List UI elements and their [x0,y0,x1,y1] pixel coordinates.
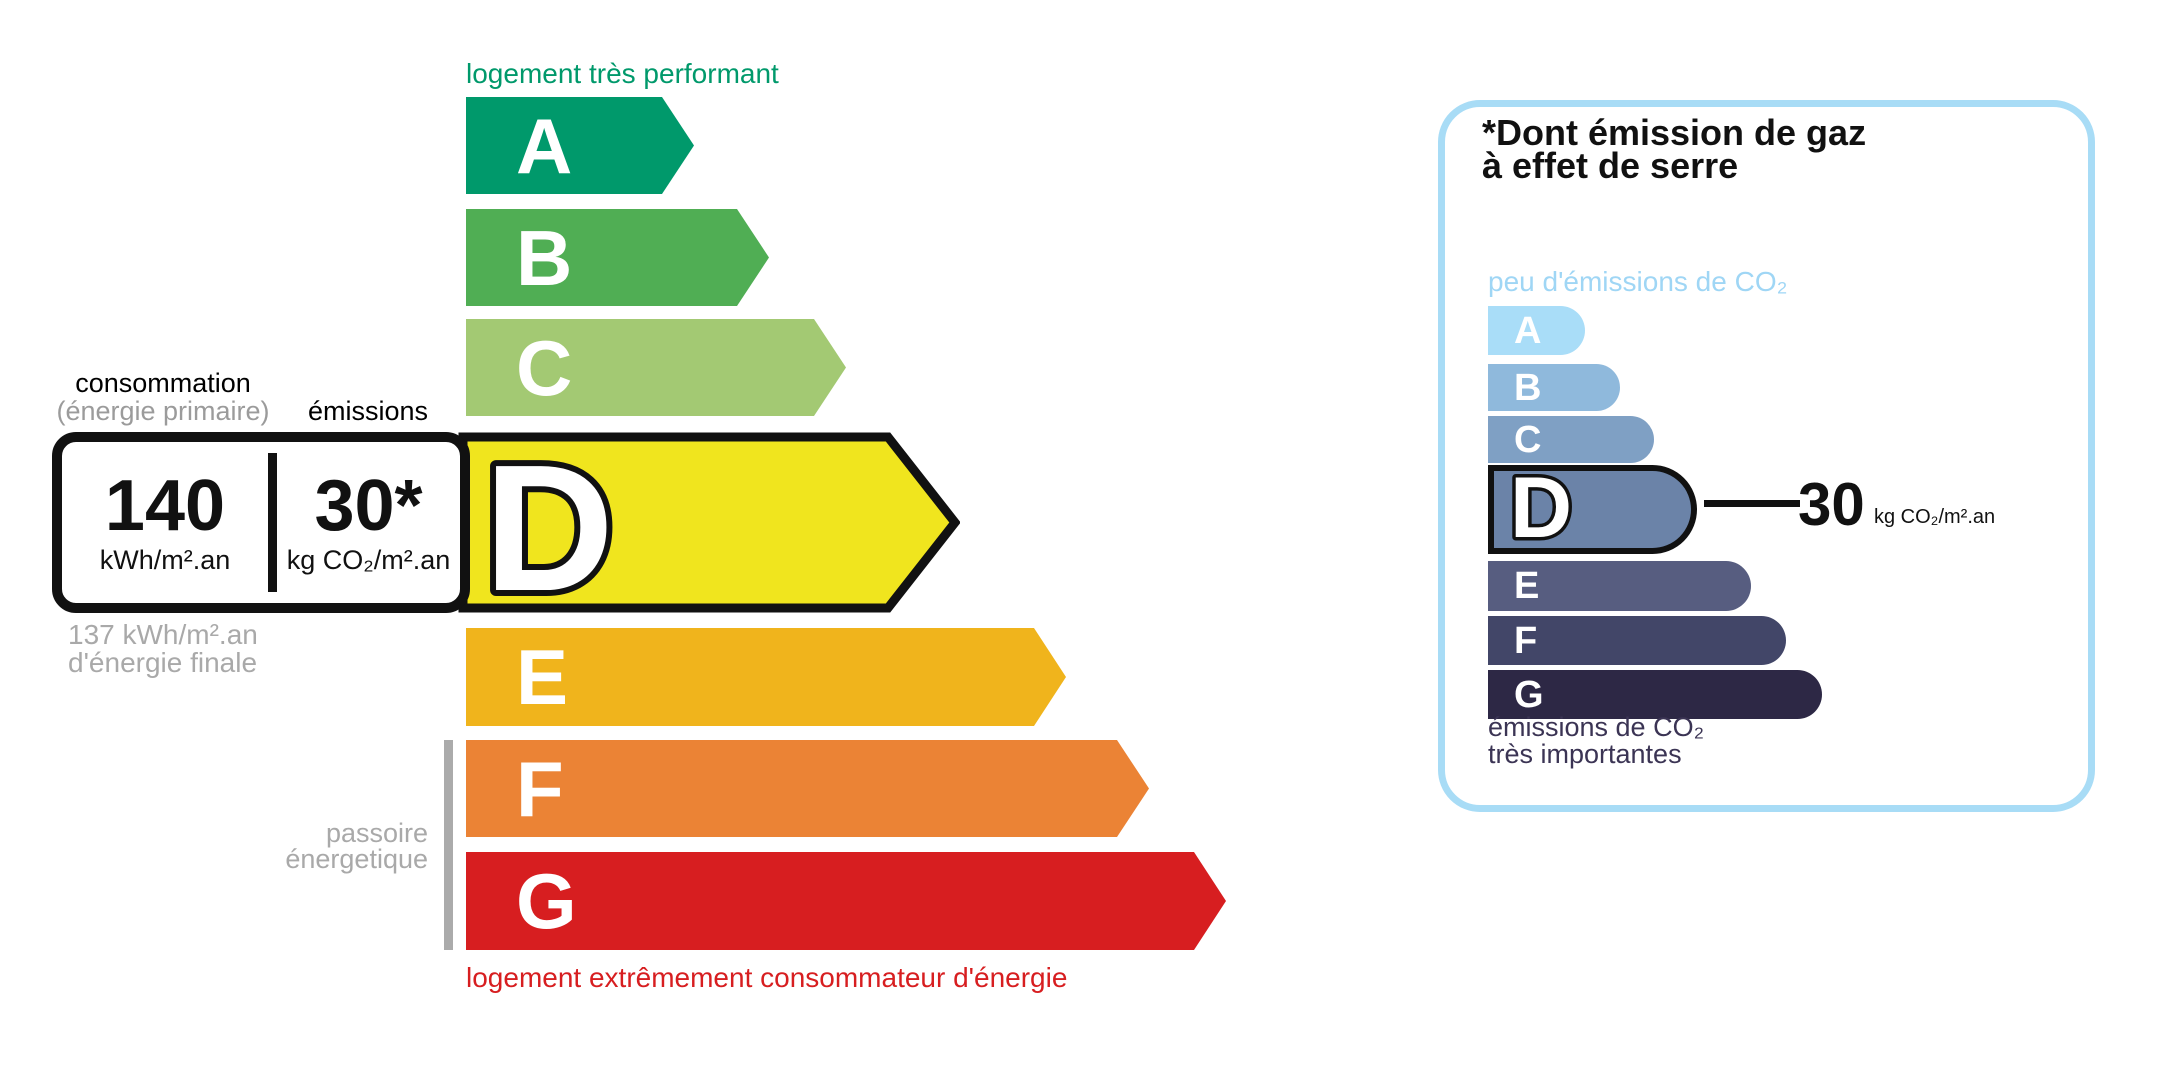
final-energy-line1: 137 kWh/m².an [68,619,258,650]
co2-class-row-a: A [1488,306,1585,355]
co2-cell: 30* kg CO₂/m².an [277,442,460,603]
co2-panel-title: *Dont émission de gaz à effet de serre [1482,112,1867,186]
co2-title-line1: *Dont émission de gaz [1482,112,1867,153]
co2-low-emissions-label: peu d'émissions de CO₂ [1488,266,1788,297]
co2-class-row-g: G [1488,670,1822,719]
energy-class-row-f: F [466,740,1149,837]
co2-class-letter: B [1514,366,1542,409]
energy-class-row-g: G [466,852,1226,950]
co2-class-row-c: C [1488,416,1654,463]
consumption-indicator-box: 140 kWh/m².an 30* kg CO₂/m².an [52,432,470,613]
consumption-label: consommation [75,368,251,398]
energy-value: 140 [104,465,226,546]
sieve-label-line2: énergetique [285,844,428,874]
emissions-header: émissions [307,396,429,426]
co2-class-row-d: D [1488,465,1697,554]
co2-unit: kg CO₂/m².an [286,544,451,575]
co2-value-unit: kg CO₂/m².an [1874,506,1996,528]
energy-class-letter: B [516,213,573,302]
energy-class-row-a: A [466,97,694,194]
energy-sieve-bracket [444,740,453,950]
energy-class-row-c: C [466,319,846,416]
consumption-header: consommation (énergie primaire) [33,369,293,425]
co2-high-line2: très importantes [1488,739,1682,769]
co2-class-letter: A [1514,309,1542,352]
energy-class-row-d: D [458,432,960,613]
primary-energy-sublabel: (énergie primaire) [56,396,270,426]
energy-class-row-e: E [466,628,1066,726]
co2-high-line1: émissions de CO₂ [1488,712,1705,742]
energy-unit: kWh/m².an [99,544,231,575]
co2-class-letter: E [1514,565,1540,607]
co2-title-line2: à effet de serre [1482,145,1739,186]
energy-class-row-b: B [466,209,769,306]
co2-asterisk-value: 30* [314,465,423,546]
top-performance-label: logement très performant [466,58,779,89]
co2-class-row-b: B [1488,364,1620,411]
co2-value: 30 [1798,471,1865,538]
co2-class-letter: C [1514,418,1542,461]
indicator-divider [268,453,277,592]
co2-value-connector-line [1704,500,1800,507]
co2-high-emissions-label: émissions de CO₂ très importantes [1488,714,1704,768]
energy-class-letter: G [516,857,577,945]
sieve-label-line1: passoire [325,818,428,848]
energy-class-letter-d: D [484,432,614,613]
energy-sieve-label: passoire énergetique [188,818,428,874]
final-energy-note: 137 kWh/m².an d'énergie finale [68,621,258,677]
energy-class-letter: E [516,633,569,721]
energy-class-letter: F [516,744,564,833]
bottom-consumer-label: logement extrêmement consommateur d'éner… [466,962,1068,993]
co2-class-row-f: F [1488,616,1786,665]
co2-class-row-e: E [1488,561,1751,611]
co2-class-letter-d-svg: D [1507,471,1576,548]
energy-class-letter: A [516,101,573,190]
energy-class-letter: C [516,323,573,412]
final-energy-line2: d'énergie finale [68,647,258,678]
energy-cell: 140 kWh/m².an [62,442,268,603]
co2-class-letter: F [1514,619,1538,662]
co2-class-letter-d: D [1510,471,1572,548]
co2-class-letter: G [1514,673,1544,716]
